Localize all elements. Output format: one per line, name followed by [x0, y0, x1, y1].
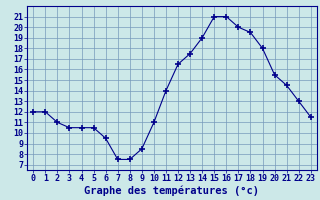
X-axis label: Graphe des températures (°c): Graphe des températures (°c)	[84, 186, 260, 196]
